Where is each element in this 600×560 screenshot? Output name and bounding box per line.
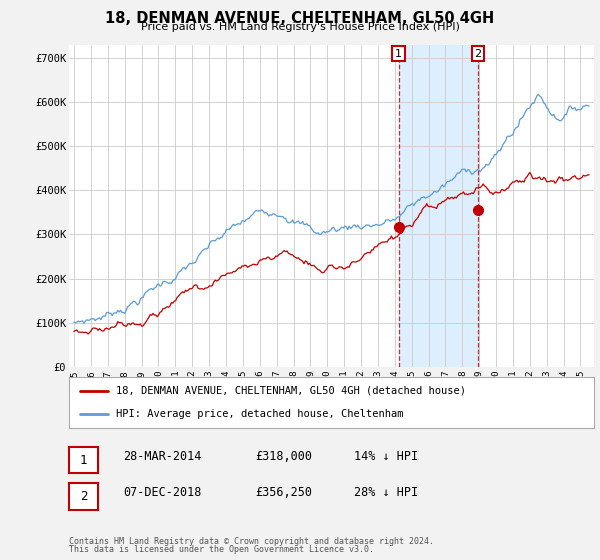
- Text: 2: 2: [80, 490, 87, 503]
- Text: This data is licensed under the Open Government Licence v3.0.: This data is licensed under the Open Gov…: [69, 545, 374, 554]
- Text: 1: 1: [80, 454, 87, 466]
- Text: Contains HM Land Registry data © Crown copyright and database right 2024.: Contains HM Land Registry data © Crown c…: [69, 537, 434, 546]
- Text: 14% ↓ HPI: 14% ↓ HPI: [354, 450, 418, 463]
- Text: HPI: Average price, detached house, Cheltenham: HPI: Average price, detached house, Chel…: [116, 409, 404, 419]
- Text: 07-DEC-2018: 07-DEC-2018: [123, 486, 202, 499]
- Text: £318,000: £318,000: [255, 450, 312, 463]
- Text: £356,250: £356,250: [255, 486, 312, 499]
- Text: Price paid vs. HM Land Registry's House Price Index (HPI): Price paid vs. HM Land Registry's House …: [140, 22, 460, 32]
- Text: 18, DENMAN AVENUE, CHELTENHAM, GL50 4GH: 18, DENMAN AVENUE, CHELTENHAM, GL50 4GH: [106, 11, 494, 26]
- Bar: [398, 45, 478, 367]
- Text: 1: 1: [395, 49, 402, 59]
- Text: 28% ↓ HPI: 28% ↓ HPI: [354, 486, 418, 499]
- Text: 18, DENMAN AVENUE, CHELTENHAM, GL50 4GH (detached house): 18, DENMAN AVENUE, CHELTENHAM, GL50 4GH …: [116, 386, 466, 396]
- Text: 2: 2: [475, 49, 482, 59]
- Text: 28-MAR-2014: 28-MAR-2014: [123, 450, 202, 463]
